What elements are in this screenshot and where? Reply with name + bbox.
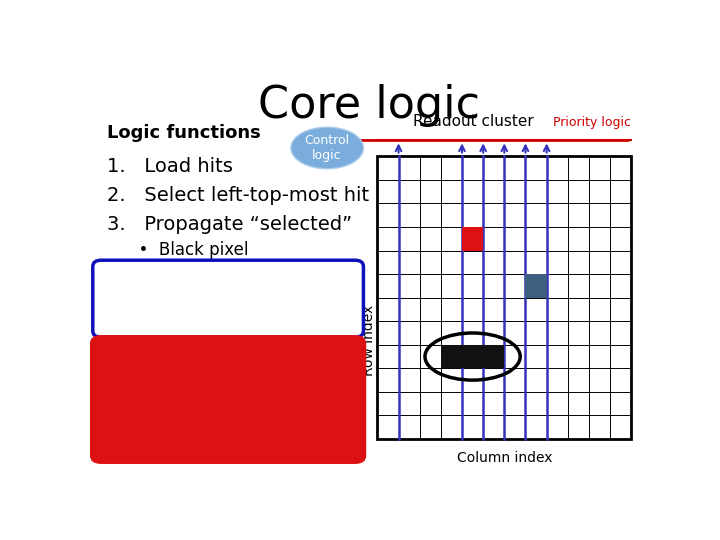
Text: 2.   Select left-top-most hit: 2. Select left-top-most hit: [107, 186, 369, 205]
Bar: [483, 345, 504, 368]
Text: Logic functions: Logic functions: [107, 124, 261, 143]
Text: Control
logic: Control logic: [305, 134, 350, 162]
Text: Readout cluster: Readout cluster: [413, 114, 534, 129]
Bar: [526, 274, 546, 298]
Text: Column index: Column index: [456, 451, 552, 465]
Bar: [441, 345, 462, 368]
FancyBboxPatch shape: [90, 335, 366, 464]
Text: Core logic: Core logic: [258, 84, 480, 126]
Text: 1.   Load hits: 1. Load hits: [107, 157, 233, 176]
Bar: [377, 156, 631, 439]
Text: Row index: Row index: [362, 305, 376, 376]
Bar: [462, 345, 483, 368]
Text: –   Black pixels: – Black pixels: [112, 304, 274, 322]
Text: •  Black pixel: • Black pixel: [107, 241, 248, 259]
FancyBboxPatch shape: [93, 260, 364, 337]
Text: (3) Select Propagation: (3) Select Propagation: [122, 362, 333, 381]
Ellipse shape: [291, 127, 364, 168]
Text: Priority logic: Priority logic: [553, 116, 631, 129]
Text: 4.   Readout cluster: 4. Readout cluster: [112, 278, 328, 296]
Text: 3.   Propagate “selected”: 3. Propagate “selected”: [107, 215, 352, 234]
Bar: [462, 227, 483, 251]
Text: in parallel with: in parallel with: [158, 390, 298, 409]
Text: (4) Cluster Readout: (4) Cluster Readout: [136, 418, 320, 436]
